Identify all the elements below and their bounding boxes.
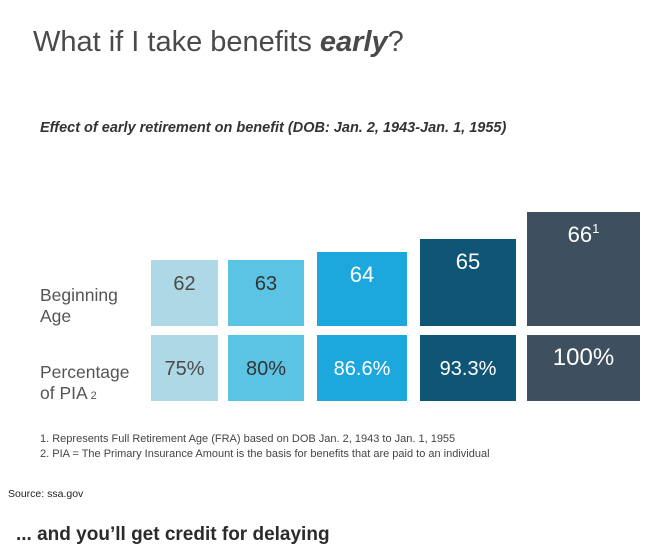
page-title: What if I take benefits early? bbox=[33, 26, 404, 59]
age-label-64: 64 bbox=[350, 262, 374, 287]
age-block-66 bbox=[527, 212, 640, 326]
pct-label-63: 80% bbox=[246, 358, 286, 380]
age-block-63 bbox=[228, 260, 304, 326]
pct-label-62: 75% bbox=[164, 358, 204, 380]
pct-label-66: 100% bbox=[553, 344, 614, 371]
pct-block-65 bbox=[420, 335, 516, 401]
footnote-2: 2. PIA = The Primary Insurance Amount is… bbox=[40, 448, 490, 460]
age-label-62: 62 bbox=[173, 273, 195, 295]
title-emphasis: early bbox=[319, 26, 388, 58]
row-label-age-line2: Age bbox=[40, 306, 72, 326]
pct-block-64 bbox=[317, 335, 407, 401]
row-label-pct-line2: of PIA bbox=[40, 383, 88, 403]
row-label-age-line1: Beginning bbox=[40, 285, 118, 305]
tagline: ... and you’ll get credit for delaying bbox=[16, 524, 330, 545]
age-label-65: 65 bbox=[456, 249, 480, 274]
age-block-65 bbox=[420, 239, 516, 326]
title-suffix: ? bbox=[387, 26, 404, 58]
row-label-pct-line1: Percentage bbox=[40, 362, 130, 382]
row-label-pct-line2-wrap: of PIA 2 bbox=[40, 383, 130, 407]
row-label-percentage-of-pia: Percentage of PIA 2 bbox=[40, 362, 130, 407]
pct-block-66 bbox=[527, 335, 640, 401]
age-footnote-mark: 1 bbox=[592, 221, 599, 236]
chart-title: Effect of early retirement on benefit (D… bbox=[40, 120, 507, 136]
source-text: Source: ssa.gov bbox=[8, 488, 84, 500]
row-label-pct-sup: 2 bbox=[90, 390, 97, 402]
pct-block-63 bbox=[228, 335, 304, 401]
age-block-62 bbox=[151, 260, 218, 326]
pct-label-64: 86.6% bbox=[334, 358, 391, 380]
row-label-beginning-age: Beginning Age bbox=[40, 285, 118, 327]
age-label-63: 63 bbox=[255, 273, 277, 295]
age-block-64 bbox=[317, 252, 407, 326]
pct-block-62 bbox=[151, 335, 218, 401]
footnotes: 1. Represents Full Retirement Age (FRA) … bbox=[40, 432, 490, 462]
footnote-1: 1. Represents Full Retirement Age (FRA) … bbox=[40, 433, 456, 445]
pct-label-65: 93.3% bbox=[440, 358, 497, 380]
title-prefix: What if I take benefits bbox=[33, 26, 320, 58]
